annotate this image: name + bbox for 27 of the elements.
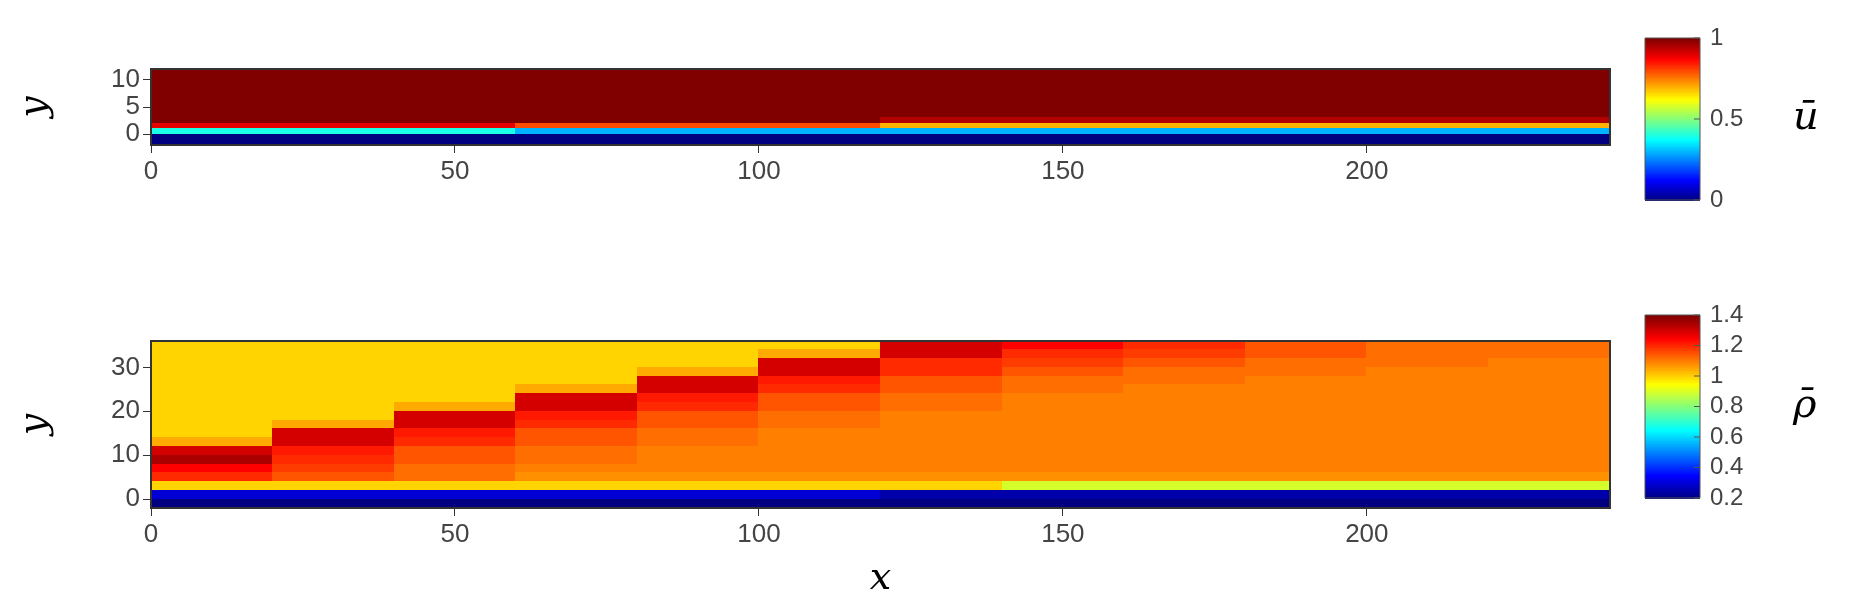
color-bar-title: ū	[1793, 92, 1819, 139]
color-bar-title: ρ̄	[1792, 379, 1817, 426]
x-tick-label: 150	[1041, 154, 1085, 185]
color-bar-label: 1.2	[1710, 330, 1744, 358]
color-bar-label: 0.4	[1710, 452, 1744, 480]
x-tick-label: 100	[737, 154, 781, 185]
x-tick-label: 150	[1041, 517, 1085, 548]
y-tick-label: 0	[125, 482, 140, 513]
color-bar-label: 1	[1710, 360, 1724, 388]
y-axis-title: y	[9, 413, 54, 438]
x-axis-title: x	[869, 554, 892, 599]
color-bar-label: 0.5	[1710, 103, 1744, 131]
x-tick-label: 50	[440, 154, 470, 185]
y-tick-label: 10	[111, 438, 140, 469]
color-bar-label: 1.4	[1710, 299, 1744, 327]
color-bar-label: 0.6	[1710, 421, 1744, 449]
y-tick-label: 20	[111, 394, 140, 425]
color-bar-label: 1	[1710, 22, 1724, 50]
y-tick-label: 30	[111, 350, 140, 381]
color-bar-label: 0	[1710, 184, 1724, 212]
x-tick-label: 100	[737, 517, 781, 548]
x-tick-label: 50	[440, 517, 470, 548]
color-bar-label: 0.2	[1710, 482, 1744, 510]
color-bar-label: 0.8	[1710, 391, 1744, 419]
x-tick-label: 200	[1345, 154, 1389, 185]
x-tick-label: 200	[1345, 517, 1389, 548]
y-axis-title: y	[9, 95, 54, 120]
